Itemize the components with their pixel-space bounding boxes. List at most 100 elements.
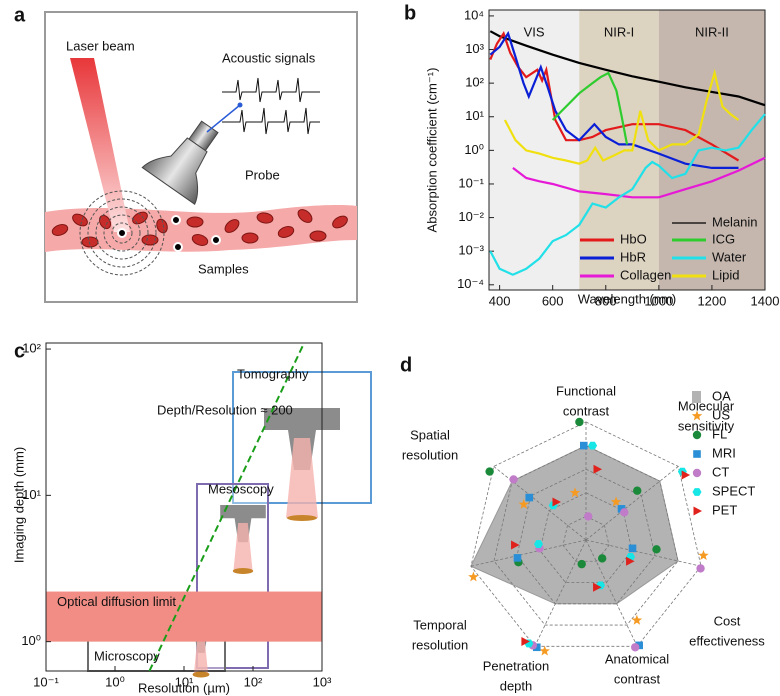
- radar-ring: [493, 445, 679, 626]
- series-line: [489, 113, 766, 276]
- series-line: [489, 30, 766, 107]
- target: [232, 568, 254, 574]
- legend-label: HbO: [620, 231, 647, 246]
- legend-swatch: [693, 450, 701, 458]
- panel-letter: c: [14, 340, 25, 362]
- annotation: Microscopy: [94, 648, 160, 663]
- axis-label: effectiveness: [689, 633, 765, 648]
- label: Laser beam: [66, 38, 135, 53]
- marker: [534, 540, 544, 548]
- legend-label: Lipid: [712, 267, 739, 282]
- marker: [509, 475, 518, 484]
- legend-label: CT: [712, 464, 729, 479]
- legend-label: Water: [712, 249, 747, 264]
- marker: [468, 571, 479, 582]
- x-tick-label: 10¹: [175, 674, 194, 689]
- y-tick-label: 10⁰: [21, 633, 41, 648]
- series-line: [512, 156, 766, 199]
- panel-letter: b: [404, 2, 416, 24]
- radar-ring: [470, 421, 702, 647]
- region-label: VIS: [524, 24, 545, 39]
- axis-label: Functional: [556, 383, 616, 398]
- legend-swatch: [692, 391, 701, 403]
- legend-label: US: [712, 407, 730, 422]
- marker: [681, 470, 691, 480]
- signal-trace: [222, 107, 320, 135]
- marker: [485, 467, 494, 476]
- x-tick-label: 1400: [751, 293, 780, 308]
- marker: [525, 493, 534, 502]
- x-axis-label: Resolution (µm): [138, 680, 230, 695]
- marker: [620, 508, 629, 517]
- series-line: [489, 30, 739, 169]
- region-label: NIR-I: [604, 24, 634, 39]
- x-tick-label: 10⁻¹: [33, 674, 59, 689]
- y-tick-label: 10¹: [22, 487, 41, 502]
- label: Acoustic signals: [222, 50, 316, 65]
- legend-label: FL: [712, 426, 727, 441]
- marker: [593, 464, 602, 474]
- series-line: [551, 71, 629, 145]
- legend-swatch: [693, 506, 702, 516]
- marker: [569, 487, 581, 498]
- legend-label: HbR: [620, 249, 646, 264]
- marker: [511, 540, 520, 550]
- marker: [633, 486, 642, 495]
- x-tick-label: 10²: [244, 674, 263, 689]
- marker: [593, 582, 602, 592]
- y-tick-label: 10⁴: [464, 7, 484, 22]
- marker: [539, 645, 550, 656]
- cable-end: [237, 102, 243, 108]
- axis-label: sensitivity: [678, 418, 735, 433]
- y-tick-label: 10⁻⁴: [457, 276, 484, 291]
- marker: [577, 559, 586, 569]
- region: [658, 10, 765, 290]
- marker: [584, 512, 593, 521]
- axis-label: depth: [500, 678, 533, 693]
- region-label: NIR-II: [695, 24, 729, 39]
- x-tick-label: 1200: [697, 293, 726, 308]
- y-tick-label: 10⁻²: [458, 209, 484, 224]
- annotation: Tomography: [237, 366, 309, 381]
- signal-trace: [222, 77, 320, 103]
- y-tick-label: 10¹: [465, 108, 484, 123]
- y-tick-label: 10²: [22, 340, 41, 355]
- y-axis-label: Imaging depth (mm): [11, 447, 26, 563]
- marker: [631, 614, 643, 625]
- y-tick-label: 10⁻¹: [458, 175, 484, 190]
- axis-label: Cost: [714, 613, 741, 628]
- legend-swatch: [692, 488, 702, 496]
- target: [192, 671, 210, 678]
- red-cells: [51, 209, 348, 248]
- marker: [696, 564, 705, 573]
- label: Probe: [245, 167, 280, 182]
- legend-label: OA: [712, 388, 731, 403]
- radar-ring: [562, 515, 610, 562]
- light-cone: [233, 523, 253, 571]
- axis-label: Temporal: [413, 617, 467, 632]
- marker: [631, 643, 640, 652]
- light-cone: [286, 438, 318, 518]
- legend-label: SPECT: [712, 483, 755, 498]
- legend-swatch: [692, 468, 702, 478]
- axis-label: Anatomical: [605, 651, 669, 666]
- x-tick-label: 10³: [313, 674, 332, 689]
- x-tick-label: 600: [542, 293, 564, 308]
- axis-label: contrast: [563, 403, 610, 418]
- radar-ring: [516, 468, 656, 605]
- sample-dots: [117, 215, 221, 252]
- target: [287, 515, 317, 521]
- label: Samples: [198, 261, 249, 276]
- legend-swatch: [692, 430, 702, 440]
- laser-beam: [70, 58, 130, 232]
- probe-cable: [206, 104, 241, 133]
- line-annotation: Depth/Resolution ≈ 200: [157, 402, 293, 417]
- series-line: [503, 68, 740, 165]
- marker: [552, 497, 561, 507]
- axis-label: resolution: [402, 447, 458, 462]
- y-tick-label: 10²: [465, 75, 484, 90]
- marker: [652, 545, 661, 554]
- y-tick-label: 10⁻³: [458, 243, 484, 258]
- marker: [635, 641, 643, 650]
